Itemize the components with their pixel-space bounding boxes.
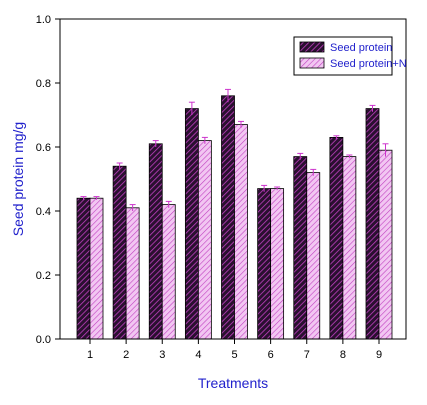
bar-seed-protein-9 xyxy=(365,108,380,340)
bar-seed-protein-8 xyxy=(329,136,344,340)
x-tick-label: 2 xyxy=(123,349,129,361)
bar-seed-protein-n-9 xyxy=(378,149,393,340)
bar-seed-protein-n-5 xyxy=(234,124,248,340)
legend-label-seed-protein: Seed protein xyxy=(330,42,392,54)
bar-seed-protein-n-6 xyxy=(270,188,285,340)
legend-swatch-seed-protein-n xyxy=(299,57,325,69)
x-axis-ticks: 1 2 3 4 5 6 7 8 9 xyxy=(87,339,382,361)
x-tick-label: 1 xyxy=(87,349,93,361)
x-tick-label: 7 xyxy=(304,349,310,361)
bar-seed-protein-4 xyxy=(184,108,199,340)
bar-seed-protein-3 xyxy=(148,143,163,340)
y-axis-ticks: 0.0 0.2 0.4 0.6 0.8 1.0 xyxy=(36,14,60,346)
legend: Seed protein Seed protein+N xyxy=(293,36,407,76)
x-tick-label: 6 xyxy=(268,349,274,361)
y-tick-label: 0.2 xyxy=(36,270,51,282)
bar-seed-protein-n-2 xyxy=(125,207,140,340)
x-tick-label: 3 xyxy=(159,349,165,361)
bar-seed-protein-5 xyxy=(221,95,235,340)
bar-seed-protein-n-8 xyxy=(342,156,357,340)
bar-seed-protein-n-1 xyxy=(89,197,104,340)
y-tick-label: 0.0 xyxy=(36,334,51,346)
y-tick-label: 0.6 xyxy=(36,142,51,154)
bars xyxy=(76,95,393,340)
y-tick-label: 0.8 xyxy=(36,78,51,90)
y-axis-title: Seed protein mg/g xyxy=(10,122,26,236)
x-axis-title: Treatments xyxy=(198,375,268,391)
x-tick-label: 5 xyxy=(231,349,237,361)
bar-seed-protein-2 xyxy=(112,165,127,340)
bar-seed-protein-6 xyxy=(257,188,272,340)
bar-seed-protein-7 xyxy=(293,156,308,340)
plot-frame xyxy=(59,18,407,340)
x-tick-label: 4 xyxy=(195,349,201,361)
bar-seed-protein-n-4 xyxy=(197,140,212,340)
y-tick-label: 0.4 xyxy=(36,206,51,218)
error-bars xyxy=(80,88,389,211)
bar-seed-protein-1 xyxy=(76,197,91,340)
legend-label-seed-protein-n: Seed protein+N xyxy=(330,58,407,70)
bar-seed-protein-n-7 xyxy=(306,172,321,340)
y-tick-label: 1.0 xyxy=(36,14,51,26)
bar-seed-protein-n-3 xyxy=(161,204,176,340)
x-tick-label: 9 xyxy=(376,349,382,361)
x-tick-label: 8 xyxy=(340,349,346,361)
legend-swatch-seed-protein xyxy=(299,41,325,53)
